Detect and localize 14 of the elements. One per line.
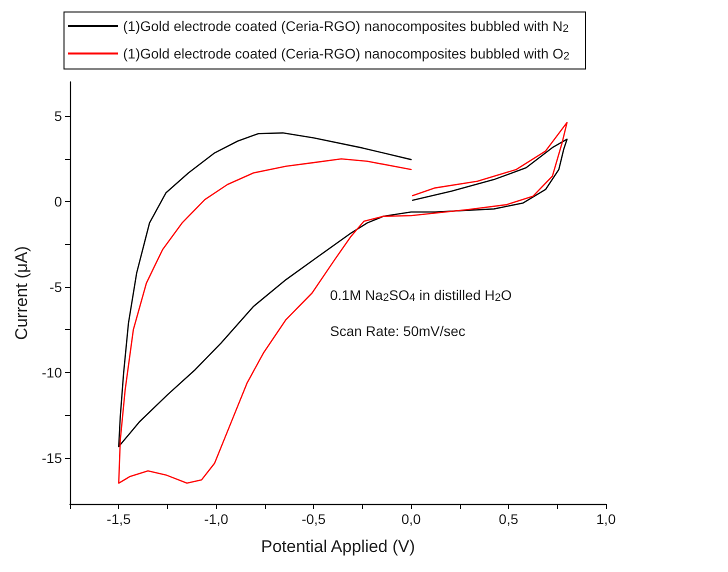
x-axis-title: Potential Applied (V) <box>260 537 416 556</box>
y-tick-label: 5 <box>54 108 62 124</box>
y-tick-label: -10 <box>42 364 62 380</box>
x-tick-label: 1,0 <box>596 511 616 527</box>
y-axis-title: Current (μA) <box>12 246 31 340</box>
y-tick-label: -15 <box>42 450 62 466</box>
x-tick-label: 0,0 <box>401 511 422 527</box>
y-tick-label: -5 <box>50 279 62 296</box>
x-tick-label: -1,5 <box>106 511 132 527</box>
y-tick-label: 0 <box>54 194 62 210</box>
annotation: Scan Rate: 50mV/sec <box>330 323 466 339</box>
x-tick-label: -1,0 <box>204 511 228 527</box>
x-tick-label: -0,5 <box>302 511 326 527</box>
x-tick-label: 0,5 <box>498 511 518 527</box>
